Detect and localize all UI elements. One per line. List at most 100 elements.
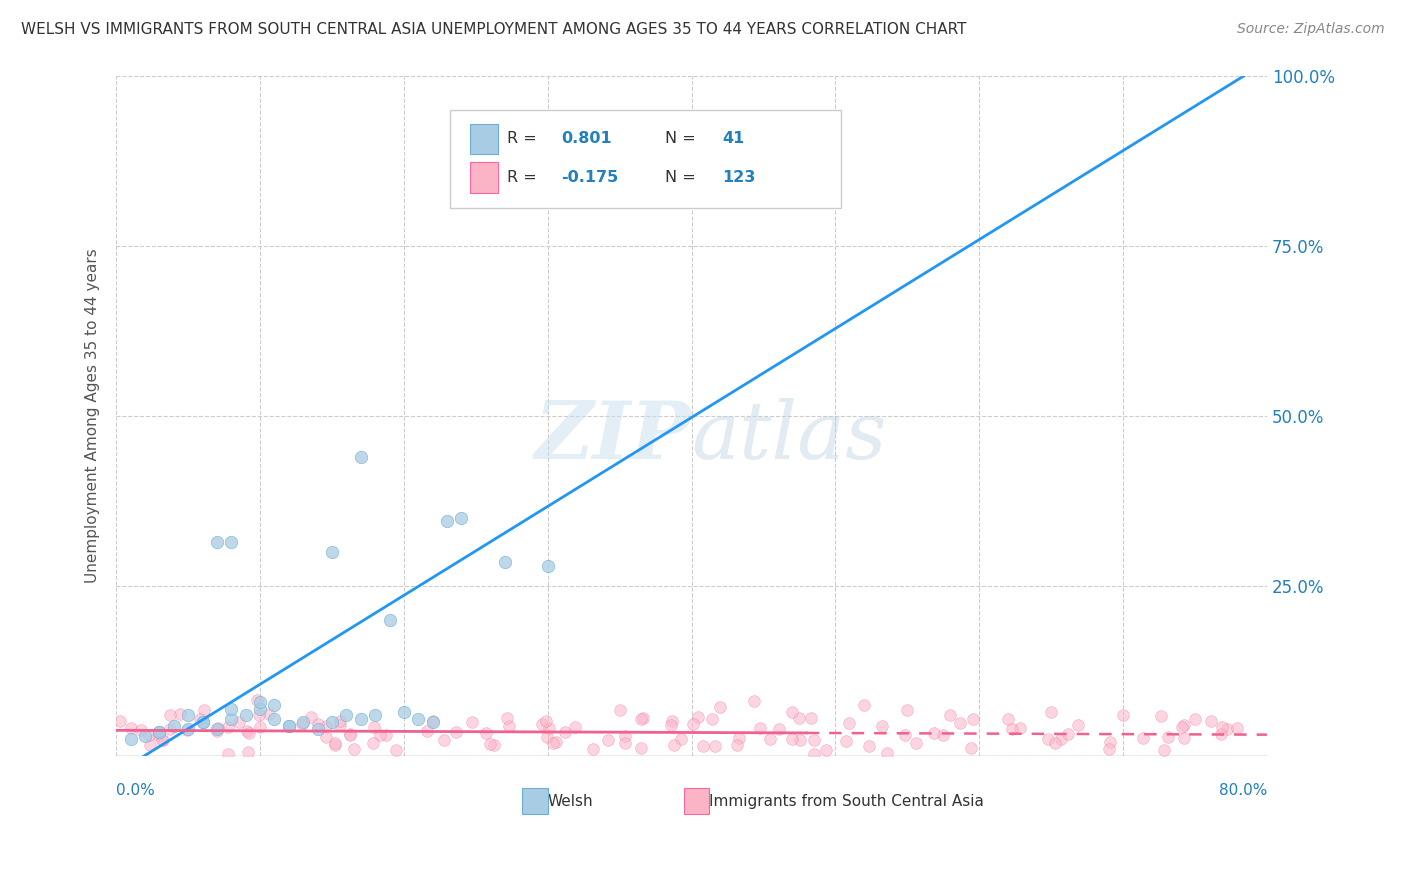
Text: Source: ZipAtlas.com: Source: ZipAtlas.com: [1237, 22, 1385, 37]
Point: [461, 715, 484, 730]
Point: [1112, 62, 1135, 76]
Point: [1225, 721, 1247, 735]
Point: [564, 720, 586, 734]
Point: [536, 714, 558, 728]
Point: [651, 62, 673, 76]
Point: [932, 728, 955, 742]
Point: [609, 703, 631, 717]
Point: [1171, 720, 1194, 734]
Point: [221, 701, 243, 715]
Text: N =: N =: [665, 131, 702, 146]
Point: [148, 725, 170, 739]
Point: [299, 710, 322, 724]
Bar: [523, 789, 548, 814]
Point: [598, 732, 620, 747]
Point: [321, 545, 343, 559]
FancyBboxPatch shape: [450, 110, 841, 208]
Point: [686, 710, 709, 724]
Point: [554, 724, 576, 739]
Text: Welsh: Welsh: [548, 794, 593, 809]
Point: [662, 738, 685, 752]
Point: [537, 721, 560, 735]
Point: [1201, 714, 1223, 728]
Text: ZIP: ZIP: [534, 398, 692, 475]
Point: [138, 727, 160, 741]
Point: [835, 734, 858, 748]
Point: [221, 712, 243, 726]
Point: [277, 718, 299, 732]
Point: [176, 723, 198, 737]
Text: N =: N =: [665, 170, 702, 186]
Point: [350, 712, 373, 726]
Point: [323, 738, 346, 752]
Point: [368, 728, 391, 742]
Point: [1098, 742, 1121, 756]
Point: [904, 736, 927, 750]
Point: [1040, 705, 1063, 719]
Point: [614, 729, 637, 743]
Point: [494, 555, 516, 569]
Point: [408, 712, 430, 726]
Point: [207, 721, 229, 735]
Point: [475, 726, 498, 740]
Point: [292, 715, 315, 730]
Point: [682, 717, 704, 731]
Point: [669, 732, 692, 747]
Point: [838, 715, 860, 730]
Point: [249, 720, 271, 734]
Point: [450, 511, 472, 525]
Point: [498, 718, 520, 732]
Point: [1132, 731, 1154, 745]
Bar: [683, 789, 709, 814]
Text: 123: 123: [723, 170, 756, 186]
Point: [321, 715, 343, 730]
Point: [894, 728, 917, 742]
Point: [307, 717, 329, 731]
Point: [870, 719, 893, 733]
Point: [444, 724, 467, 739]
Point: [361, 736, 384, 750]
Point: [120, 721, 142, 735]
Point: [962, 712, 984, 726]
Point: [364, 708, 387, 723]
Point: [1008, 721, 1031, 735]
Point: [1157, 731, 1180, 745]
Point: [896, 703, 918, 717]
Point: [422, 714, 444, 729]
Point: [780, 705, 803, 719]
Point: [374, 728, 396, 742]
Point: [997, 712, 1019, 726]
Point: [146, 729, 169, 743]
Point: [329, 718, 352, 732]
Point: [541, 736, 564, 750]
Point: [325, 736, 347, 750]
Point: [238, 726, 260, 740]
Text: Immigrants from South Central Asia: Immigrants from South Central Asia: [709, 794, 984, 809]
Point: [1216, 723, 1239, 737]
Point: [853, 698, 876, 713]
Point: [876, 746, 898, 760]
Point: [416, 724, 439, 739]
Point: [922, 726, 945, 740]
Point: [748, 721, 770, 735]
Point: [191, 715, 214, 730]
Point: [482, 738, 505, 752]
Point: [169, 707, 191, 722]
Point: [343, 741, 366, 756]
Text: atlas: atlas: [692, 398, 887, 475]
Point: [163, 718, 186, 732]
Point: [159, 722, 181, 736]
Text: 80.0%: 80.0%: [1219, 783, 1267, 798]
Point: [759, 732, 782, 747]
Point: [378, 613, 401, 627]
Point: [188, 712, 211, 726]
Point: [1150, 709, 1173, 723]
Point: [800, 711, 823, 725]
Point: [177, 708, 200, 723]
Point: [780, 732, 803, 747]
Point: [129, 723, 152, 738]
Point: [803, 747, 825, 761]
Text: R =: R =: [508, 131, 543, 146]
Point: [709, 700, 731, 714]
Point: [536, 730, 558, 744]
